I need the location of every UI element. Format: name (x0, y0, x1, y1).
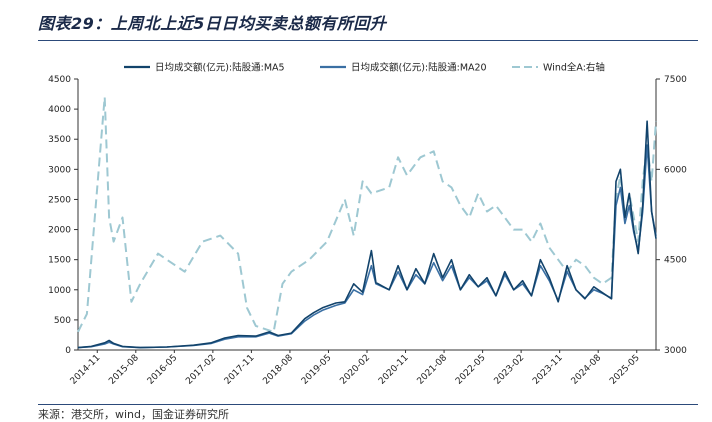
x-tick-label: 2023-11 (531, 353, 565, 387)
series-line-2 (77, 144, 657, 349)
left-tick-label: 2500 (48, 195, 71, 205)
left-tick-label: 0 (65, 346, 71, 356)
right-tick-label: 6000 (664, 165, 687, 175)
legend-label-1: 日均成交额(亿元):陆股通:MA5 (155, 62, 285, 74)
legend-label-2: 日均成交额(亿元):陆股通:MA20 (351, 62, 487, 74)
x-tick-label: 2019-05 (300, 353, 334, 387)
x-tick-label: 2022-05 (454, 353, 488, 387)
right-tick-label: 4500 (664, 256, 687, 266)
series-line-1 (77, 120, 657, 349)
x-tick-label: 2017-11 (223, 353, 257, 387)
left-tick-label: 500 (54, 316, 71, 326)
right-tick-label: 7500 (664, 75, 687, 85)
left-tick-label: 1500 (48, 256, 71, 266)
legend: 日均成交额(亿元):陆股通:MA5 日均成交额(亿元):陆股通:MA20 Wind全… (124, 62, 605, 74)
x-tick-label: 2016-05 (146, 353, 180, 387)
x-tick-label: 2018-08 (261, 353, 295, 387)
x-tick-label: 2024-08 (570, 353, 604, 387)
source-note: 来源：港交所，wind，国金证券研究所 (38, 408, 230, 421)
series-line-3 (77, 96, 657, 333)
left-tick-label: 1000 (48, 286, 71, 296)
x-tick-label: 2020-02 (338, 353, 372, 387)
x-tick-label: 2023-02 (493, 353, 527, 387)
figure-title: 图表29：上周北上近5日日均买卖总额有所回升 (38, 14, 387, 33)
source-divider (38, 404, 698, 405)
legend-label-3: Wind全A:右轴 (543, 62, 605, 74)
series-layer (77, 96, 657, 349)
left-tick-label: 3500 (48, 135, 71, 145)
left-tick-label: 4500 (48, 75, 71, 85)
axes-layer: 0 500 1000 1500 2000 2500 3000 3500 4000 4500 3000… (48, 75, 687, 387)
x-tick-label: 2020-11 (377, 353, 411, 387)
x-tick-label: 2021-08 (416, 353, 450, 387)
left-tick-label: 4000 (48, 105, 71, 115)
right-tick-label: 3000 (664, 346, 687, 356)
title-divider (38, 40, 698, 41)
left-tick-label: 3000 (48, 165, 71, 175)
x-tick-label: 2014-11 (69, 353, 103, 387)
x-tick-label: 2015-08 (107, 353, 141, 387)
x-tick-label: 2025-05 (608, 353, 642, 387)
x-tick-label: 2017-02 (184, 353, 218, 387)
left-tick-label: 2000 (48, 226, 71, 236)
